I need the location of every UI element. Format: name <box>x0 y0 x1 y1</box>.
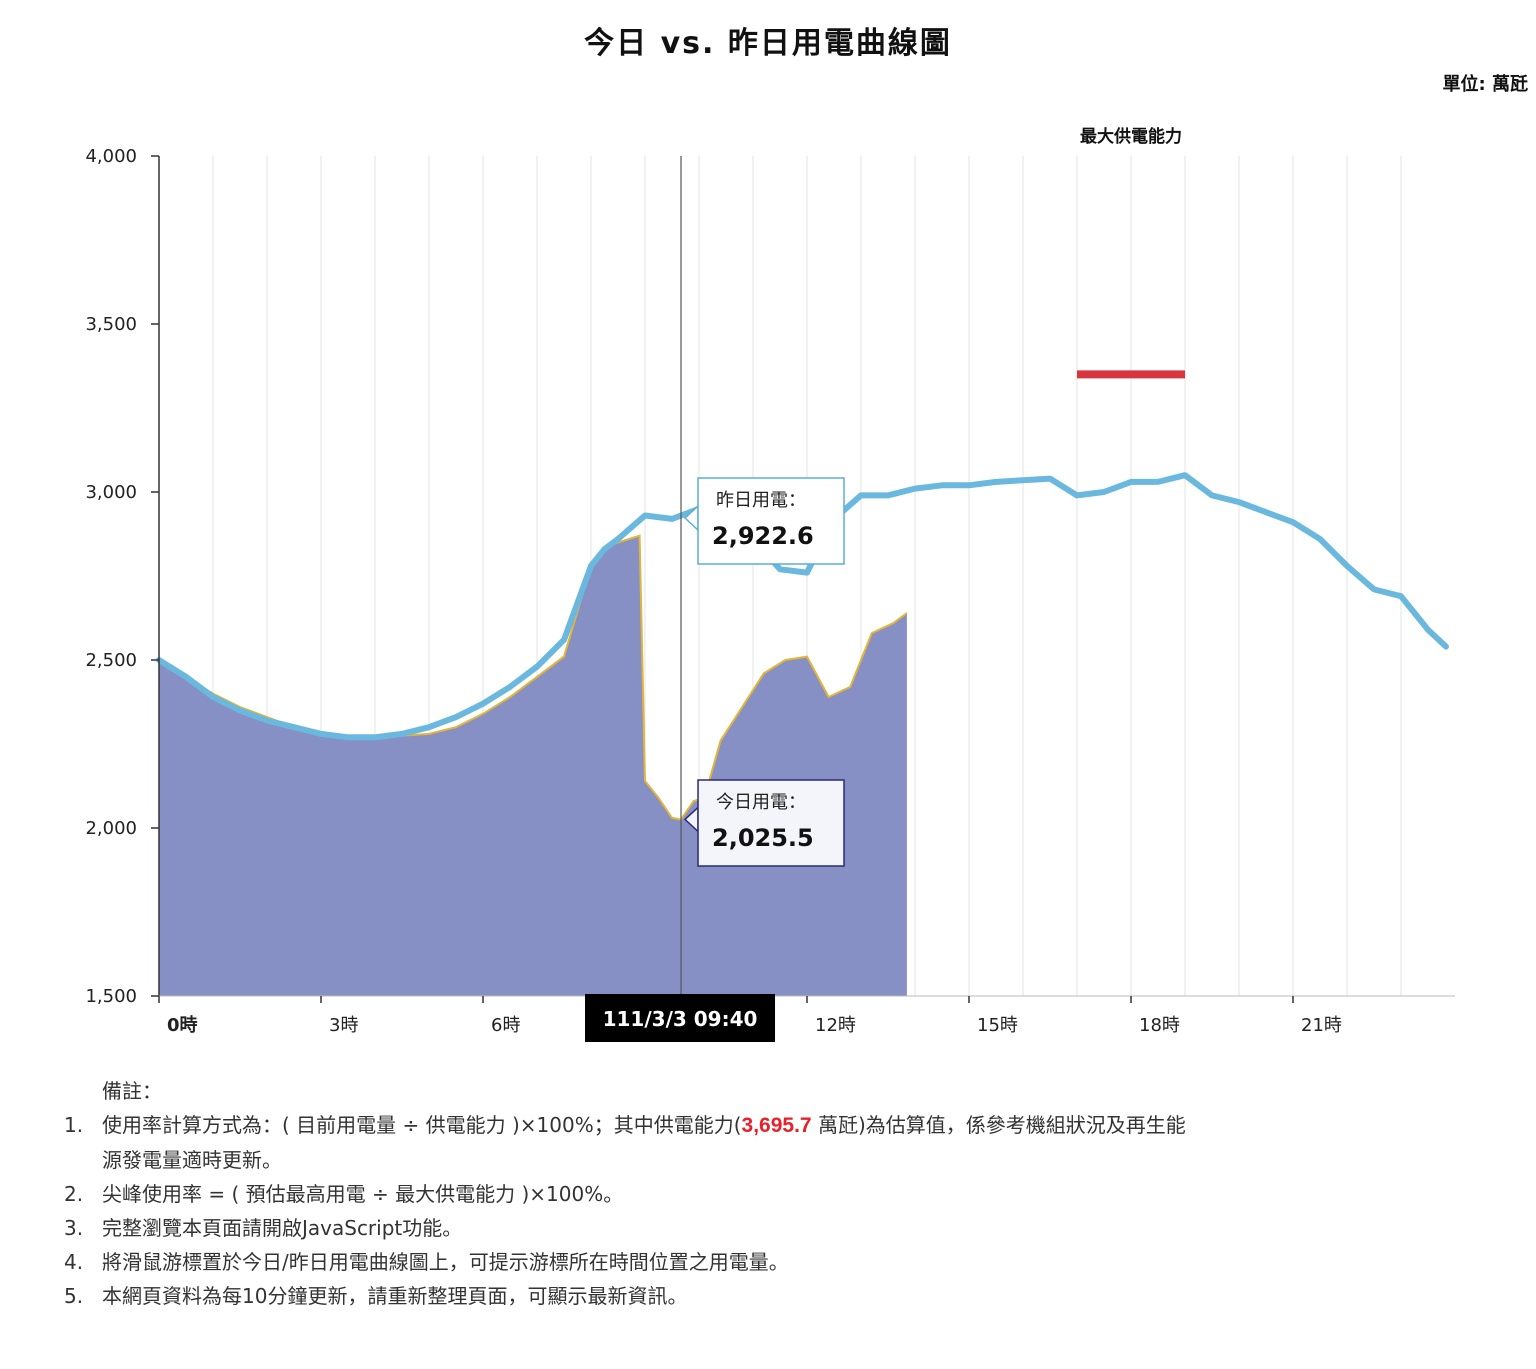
note-text: 完整瀏覽本頁面請開啟JavaScript功能。 <box>102 1216 463 1240</box>
x-tick-label: 3時 <box>329 1015 358 1036</box>
power-curve-chart[interactable]: 最大供電能力 1,500 2,000 2,500 3,000 3,500 4,000 0時 3… <box>0 110 1536 1060</box>
today-area-fill <box>159 535 907 996</box>
note-number: 5. <box>64 1284 84 1308</box>
note-text: 使用率計算方式為：( 目前用電量 ÷ 供電能力 )×100%；其中供電能力(3,… <box>102 1108 1186 1177</box>
y-tick-label: 3,000 <box>85 482 137 503</box>
cursor-time-label: 111/3/3 09:40 <box>603 1007 758 1031</box>
note-text-part: 萬瓩)為估算值，係參考機組狀況及再生能 <box>811 1113 1186 1137</box>
chart-title: 今日 vs. 昨日用電曲線圖 <box>584 26 952 61</box>
note-text: 尖峰使用率 = ( 預估最高用電 ÷ 最大供電能力 )×100%。 <box>102 1182 624 1206</box>
grid-lines <box>212 156 1402 996</box>
note-text-part: 源發電量適時更新。 <box>102 1148 282 1172</box>
yesterday-tooltip-label: 昨日用電： <box>716 490 806 511</box>
unit-label: 單位: 萬瓩 <box>1442 74 1528 95</box>
yesterday-tooltip-joint <box>699 507 703 530</box>
note-text: 將滑鼠游標置於今日/昨日用電曲線圖上，可提示游標所在時間位置之用電量。 <box>102 1250 789 1274</box>
yesterday-tooltip-value: 2,922.6 <box>712 522 814 550</box>
y-tick-label: 4,000 <box>85 146 137 167</box>
note-item: 3. 完整瀏覽本頁面請開啟JavaScript功能。 <box>64 1211 1504 1245</box>
notes-section: 備註： 1. 使用率計算方式為：( 目前用電量 ÷ 供電能力 )×100%；其中… <box>64 1074 1504 1313</box>
yesterday-tooltip-box <box>697 477 845 565</box>
note-number: 3. <box>64 1216 84 1240</box>
note-item: 1. 使用率計算方式為：( 目前用電量 ÷ 供電能力 )×100%；其中供電能力… <box>64 1108 1504 1177</box>
yesterday-line-layer: 最大供電能力 <box>156 126 1449 741</box>
tooltips: 昨日用電： 2,922.6 今日用電： 2,025.5 <box>683 477 845 867</box>
max-supply-label: 最大供電能力 <box>1080 126 1182 147</box>
cursor-time-box <box>585 994 776 1042</box>
y-tick-label: 2,500 <box>85 650 137 671</box>
today-tooltip-value: 2,025.5 <box>712 824 814 852</box>
yesterday-line <box>156 472 1449 741</box>
notes-heading: 備註： <box>102 1079 162 1103</box>
x-tick-label: 18時 <box>1139 1015 1180 1036</box>
x-tick-label: 6時 <box>491 1015 520 1036</box>
x-tick-label: 21時 <box>1301 1015 1342 1036</box>
axes: 1,500 2,000 2,500 3,000 3,500 4,000 0時 3時 6時 12時 1… <box>85 146 1455 1036</box>
note-text: 本網頁資料為每10分鐘更新，請重新整理頁面，可顯示最新資訊。 <box>102 1284 688 1308</box>
x-tick-label: 15時 <box>977 1015 1018 1036</box>
cursor: 111/3/3 09:40 <box>585 156 776 1042</box>
today-tooltip-label: 今日用電： <box>716 792 806 813</box>
note-number: 1. <box>64 1113 84 1137</box>
today-area <box>158 534 908 996</box>
note-text-part: 使用率計算方式為：( 目前用電量 ÷ 供電能力 )×100%；其中供電能力( <box>102 1113 742 1137</box>
note-item: 4. 將滑鼠游標置於今日/昨日用電曲線圖上，可提示游標所在時間位置之用電量。 <box>64 1245 1504 1279</box>
x-tick-label: 0時 <box>167 1015 198 1036</box>
supply-capacity-value: 3,695.7 <box>741 1114 812 1137</box>
note-number: 2. <box>64 1182 84 1206</box>
note-item: 2. 尖峰使用率 = ( 預估最高用電 ÷ 最大供電能力 )×100%。 <box>64 1177 1504 1211</box>
note-item: 5. 本網頁資料為每10分鐘更新，請重新整理頁面，可顯示最新資訊。 <box>64 1279 1504 1313</box>
today-tooltip-joint <box>699 808 703 831</box>
y-tick-label: 2,000 <box>85 818 137 839</box>
today-tooltip-box <box>697 779 845 867</box>
y-tick-label: 1,500 <box>85 986 137 1007</box>
note-number: 4. <box>64 1250 84 1274</box>
y-tick-label: 3,500 <box>85 314 137 335</box>
x-tick-label: 12時 <box>815 1015 856 1036</box>
